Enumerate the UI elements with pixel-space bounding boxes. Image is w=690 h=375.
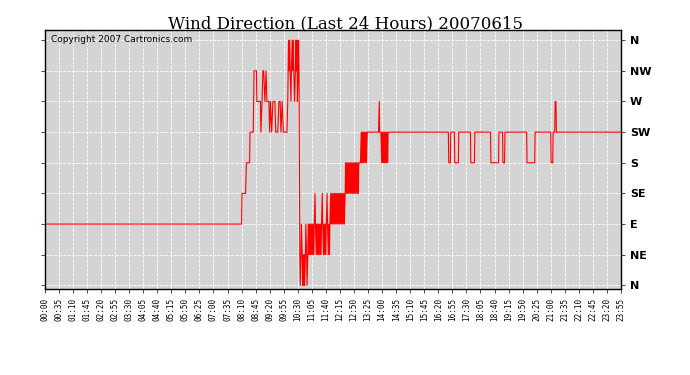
Text: Copyright 2007 Cartronics.com: Copyright 2007 Cartronics.com	[50, 35, 192, 44]
Text: Wind Direction (Last 24 Hours) 20070615: Wind Direction (Last 24 Hours) 20070615	[168, 15, 522, 32]
